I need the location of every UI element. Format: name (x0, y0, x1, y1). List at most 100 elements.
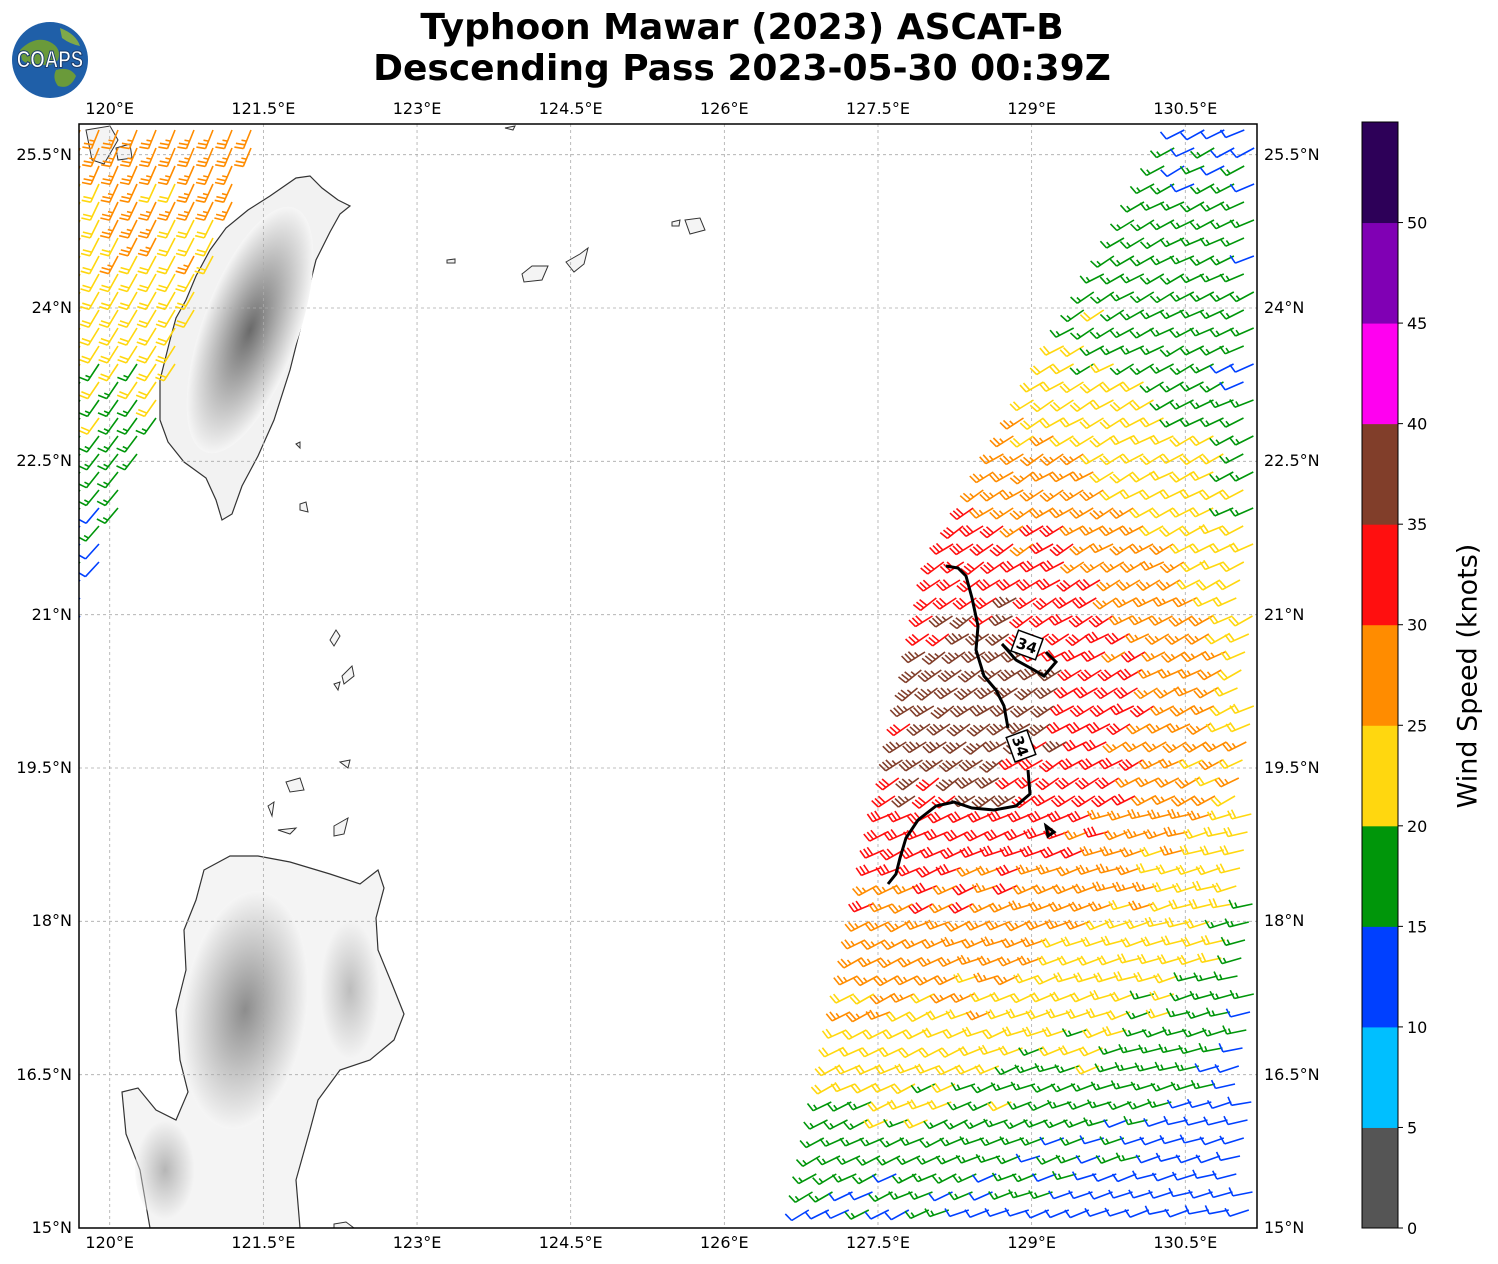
wind-barb (935, 1155, 961, 1165)
wind-barb (901, 651, 926, 664)
wind-barb (988, 902, 1013, 913)
wind-barb (96, 471, 119, 489)
wind-barb (1040, 937, 1066, 948)
wind-barb (1198, 759, 1223, 771)
wind-barb (1093, 972, 1118, 983)
wind-barb (929, 542, 954, 555)
wind-barb (979, 525, 1004, 539)
wind-barb (911, 795, 936, 809)
wind-barb (960, 561, 985, 576)
wind-barb (1218, 1042, 1243, 1053)
wind-barb (875, 864, 901, 876)
wind-barb (928, 903, 953, 914)
wind-barb (1168, 543, 1194, 554)
wind-barb (1024, 919, 1050, 931)
wind-barb (234, 147, 252, 168)
wind-barb (79, 183, 81, 189)
wind-barb (1222, 1025, 1247, 1035)
wind-barb (157, 219, 176, 239)
wind-barb (920, 938, 946, 950)
wind-barb (1075, 864, 1101, 875)
wind-barb (1096, 579, 1121, 592)
wind-barb (117, 309, 138, 328)
wind-barb (939, 1137, 965, 1147)
wind-barb (1058, 758, 1083, 771)
wind-barb (1189, 363, 1214, 374)
wind-barb (1015, 578, 1041, 591)
wind-barb (1158, 1043, 1183, 1054)
wind-barb (1035, 864, 1061, 875)
wind-barb (1013, 687, 1038, 701)
wind-barb (1199, 559, 1225, 571)
wind-barb (882, 741, 907, 754)
wind-barb (1065, 633, 1090, 647)
wind-barb (978, 1044, 1003, 1056)
wind-barb (1206, 810, 1232, 821)
wind-barb (900, 938, 926, 950)
wind-barb (1215, 863, 1241, 874)
wind-barb (1189, 705, 1215, 716)
wind-barb (1229, 435, 1254, 446)
wind-barb (898, 759, 923, 772)
wind-barb (1108, 615, 1133, 626)
wind-barb (1163, 826, 1188, 837)
wind-barb (1143, 829, 1168, 840)
wind-barb (932, 597, 957, 610)
wind-barb (878, 1047, 903, 1058)
wind-barb (1149, 990, 1175, 1001)
wind-barb (1120, 937, 1146, 948)
wind-barb (846, 1101, 872, 1111)
wind-barb (1052, 596, 1077, 609)
wind-barb (1135, 863, 1161, 874)
wind-barb (840, 939, 866, 950)
wind-barb (1035, 578, 1061, 591)
wind-barb (1149, 399, 1174, 411)
wind-barb (1048, 613, 1073, 626)
wind-barb (157, 183, 176, 203)
wind-barb (845, 1011, 871, 1023)
wind-barb (969, 507, 994, 519)
wind-barb (1199, 165, 1225, 176)
wind-barb (1179, 453, 1204, 466)
wind-barb (825, 1011, 851, 1022)
wind-barb (1171, 882, 1197, 894)
wind-barb (1064, 1209, 1090, 1219)
lon-tick-label-bottom: 123°E (392, 1233, 442, 1252)
wind-barb (1071, 795, 1096, 808)
wind-barb (1130, 219, 1155, 232)
wind-barb (1008, 1189, 1033, 1199)
wind-barb (909, 993, 935, 1004)
wind-barb (1224, 632, 1250, 643)
wind-barb (1202, 741, 1227, 753)
wind-barb (999, 525, 1024, 538)
wind-barb (898, 1047, 923, 1059)
wind-barb (1209, 705, 1235, 717)
wind-barb (1158, 758, 1183, 769)
wind-barb (1134, 777, 1160, 788)
wind-barb (989, 704, 1015, 717)
wind-barb (1050, 1083, 1076, 1093)
wind-barb (1088, 615, 1113, 628)
wind-barb (176, 165, 195, 186)
lat-tick-label-right: 18°N (1264, 911, 1305, 931)
wind-barb (859, 846, 885, 859)
wind-barb (1098, 1045, 1123, 1056)
wind-barb (1148, 470, 1174, 481)
wind-barb (1218, 489, 1244, 501)
wind-barb (1074, 1064, 1100, 1075)
wind-barb (1019, 560, 1045, 573)
wind-barb (1109, 507, 1134, 519)
wind-barb (1229, 254, 1255, 264)
wind-barb (1173, 686, 1198, 697)
wind-barb (1089, 507, 1114, 520)
wind-barb (1049, 703, 1075, 717)
wind-barb (1155, 1152, 1181, 1162)
wind-barb (1028, 471, 1054, 482)
wind-barb (79, 345, 81, 350)
wind-barb (1089, 704, 1115, 718)
wind-barb (1219, 845, 1244, 856)
wind-barb (949, 543, 974, 556)
wind-barb (981, 1029, 1007, 1040)
wind-barb (973, 687, 998, 700)
wind-barb (990, 795, 1016, 808)
